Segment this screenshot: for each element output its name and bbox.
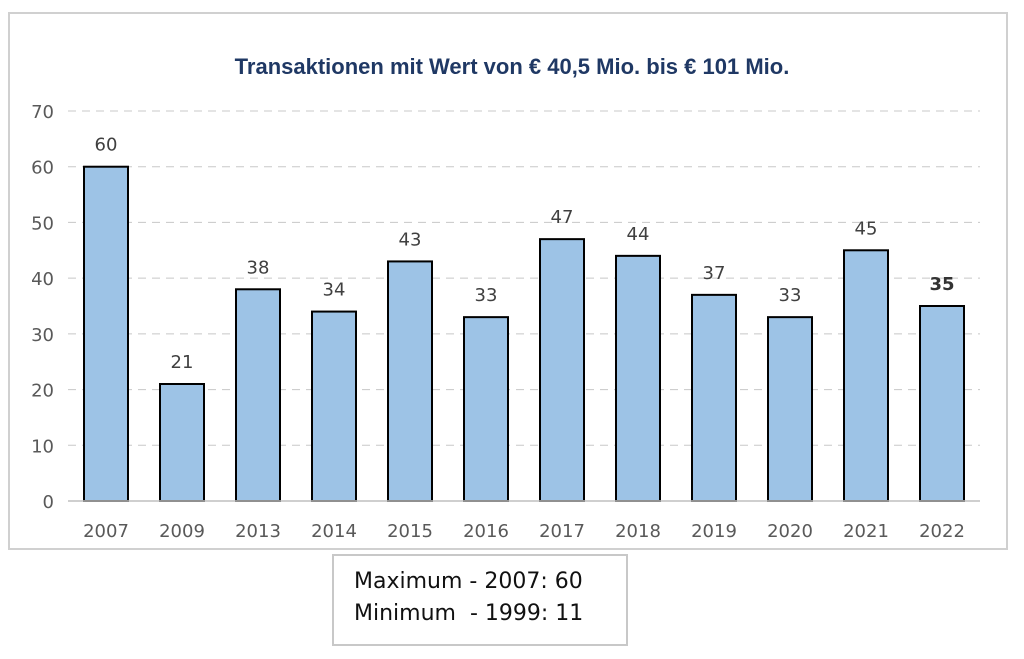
y-axis-ticks: 0 10 20 30 40 50 60 70 bbox=[31, 102, 54, 513]
data-label: 35 bbox=[929, 274, 954, 295]
gridlines bbox=[68, 110, 980, 446]
bar bbox=[539, 238, 585, 502]
data-label: 37 bbox=[703, 263, 726, 284]
data-label: 44 bbox=[627, 224, 650, 245]
data-label: 33 bbox=[475, 285, 498, 306]
bar bbox=[311, 310, 357, 503]
x-tick-label: 2019 bbox=[691, 521, 737, 542]
bar bbox=[83, 165, 129, 502]
x-tick-label: 2014 bbox=[311, 521, 357, 542]
minimum-stat: Minimum - 1999: 11 bbox=[354, 601, 584, 626]
x-tick-label: 2016 bbox=[463, 521, 509, 542]
data-label: 47 bbox=[551, 207, 574, 228]
bar bbox=[387, 260, 433, 502]
data-label: 38 bbox=[247, 257, 270, 278]
data-label: 34 bbox=[323, 280, 346, 301]
x-tick-label: 2022 bbox=[919, 521, 965, 542]
x-tick-label: 2015 bbox=[387, 521, 433, 542]
x-tick-label: 2020 bbox=[767, 521, 813, 542]
bar-chart: Transaktionen mit Wert von € 40,5 Mio. b… bbox=[31, 54, 980, 542]
chart-frame: Transaktionen mit Wert von € 40,5 Mio. b… bbox=[8, 12, 1008, 550]
data-labels: 60 21 38 34 43 33 47 44 37 33 45 35 bbox=[95, 135, 955, 373]
y-tick-label: 10 bbox=[31, 436, 54, 457]
chart-title: Transaktionen mit Wert von € 40,5 Mio. b… bbox=[235, 54, 790, 79]
y-tick-label: 30 bbox=[31, 325, 54, 346]
bar bbox=[691, 293, 737, 502]
bar bbox=[767, 316, 813, 502]
bar bbox=[919, 305, 965, 502]
bars bbox=[83, 165, 965, 503]
x-tick-label: 2021 bbox=[843, 521, 889, 542]
bar bbox=[843, 249, 889, 502]
y-tick-label: 40 bbox=[31, 269, 54, 290]
data-label: 43 bbox=[399, 229, 422, 250]
x-tick-label: 2018 bbox=[615, 521, 661, 542]
x-tick-label: 2017 bbox=[539, 521, 585, 542]
data-label: 45 bbox=[855, 218, 878, 239]
bar bbox=[463, 316, 509, 502]
y-tick-label: 0 bbox=[43, 492, 54, 513]
y-tick-label: 50 bbox=[31, 213, 54, 234]
x-tick-label: 2009 bbox=[159, 521, 205, 542]
x-axis-ticks: 2007 2009 2013 2014 2015 2016 2017 2018 2019 2020… bbox=[83, 521, 965, 542]
y-tick-label: 20 bbox=[31, 381, 54, 402]
data-label: 33 bbox=[779, 285, 802, 306]
stats-box: Maximum - 2007: 60 Minimum - 1999: 11 bbox=[332, 554, 628, 646]
bar bbox=[615, 254, 661, 502]
maximum-stat: Maximum - 2007: 60 bbox=[354, 569, 583, 594]
data-label: 60 bbox=[95, 135, 118, 156]
data-label: 21 bbox=[171, 352, 194, 373]
x-tick-label: 2007 bbox=[83, 521, 129, 542]
bar bbox=[159, 383, 205, 502]
bar bbox=[235, 288, 281, 502]
y-tick-label: 60 bbox=[31, 158, 54, 179]
x-tick-label: 2013 bbox=[235, 521, 281, 542]
y-tick-label: 70 bbox=[31, 102, 54, 123]
